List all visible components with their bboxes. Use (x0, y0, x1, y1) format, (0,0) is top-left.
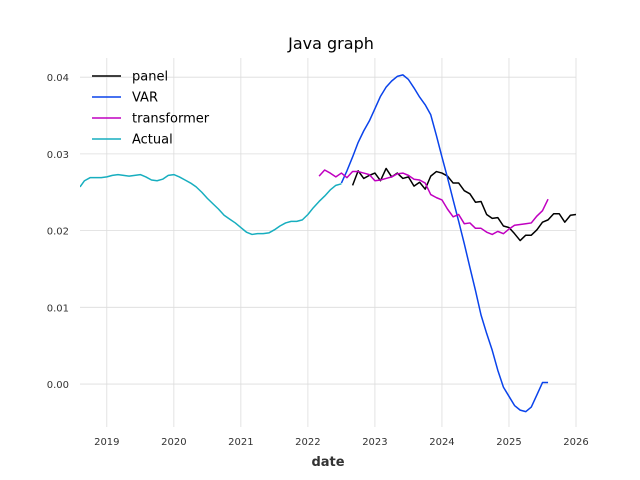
x-tick-label: 2019 (94, 437, 119, 448)
x-axis-title: date (311, 455, 344, 470)
series-line-panel (351, 167, 576, 242)
series-layer (80, 74, 576, 413)
y-tick-label: 0.01 (47, 303, 69, 314)
x-tick-label: 2024 (429, 437, 454, 448)
legend-label-actual: Actual (132, 133, 173, 148)
chart-title: Java graph (287, 34, 374, 53)
x-tick-label: 2023 (362, 437, 387, 448)
y-tick-label: 0.00 (47, 380, 69, 391)
x-tick-label: 2022 (295, 437, 320, 448)
legend-label-panel: panel (132, 70, 168, 85)
legend: panel VAR transformer Actual (92, 70, 210, 148)
x-tick-label: 2020 (161, 437, 186, 448)
series-line-var (340, 74, 549, 413)
legend-label-var: VAR (132, 91, 158, 106)
y-tick-label: 0.04 (47, 73, 69, 84)
x-tick-label: 2025 (496, 437, 521, 448)
y-tick-labels: 0.00 0.01 0.02 0.03 0.04 (47, 73, 69, 391)
series-line-transformer (318, 169, 549, 236)
y-tick-label: 0.02 (47, 227, 69, 238)
legend-label-transformer: transformer (132, 112, 210, 127)
x-tick-label: 2021 (228, 437, 253, 448)
x-tick-labels: 2019 2020 2021 2022 2023 2024 2025 2026 (94, 437, 589, 448)
y-tick-label: 0.03 (47, 150, 69, 161)
y-gridlines (80, 76, 576, 385)
x-tick-label: 2026 (563, 437, 588, 448)
x-gridlines (106, 58, 577, 427)
series-line-actual (80, 173, 342, 236)
